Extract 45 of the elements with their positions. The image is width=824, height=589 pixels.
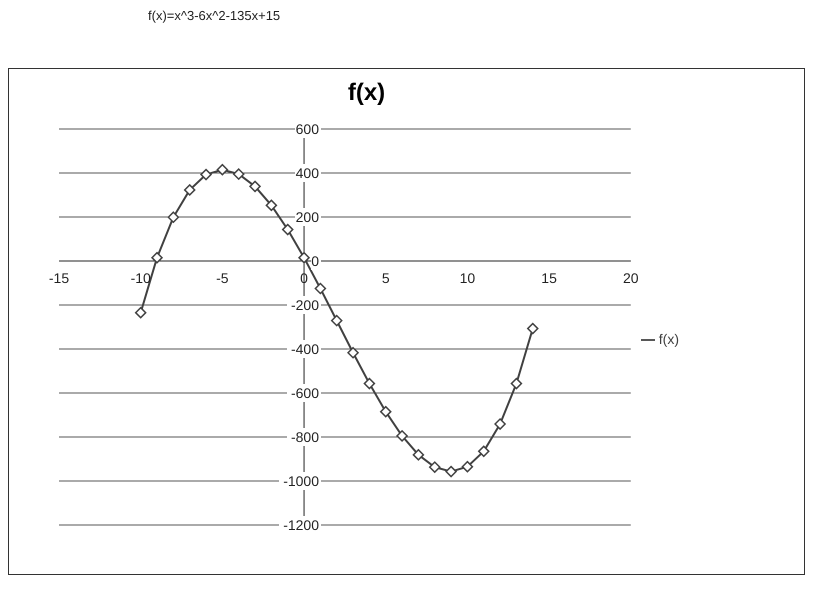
point bbox=[168, 211, 180, 223]
point bbox=[527, 322, 539, 334]
point bbox=[412, 449, 424, 461]
point bbox=[184, 184, 196, 196]
x-tick-label: -5 bbox=[216, 270, 229, 286]
point bbox=[445, 466, 457, 478]
point bbox=[134, 306, 146, 318]
point bbox=[200, 168, 212, 180]
text: f(x)=x^3-6x^2-135x+15 bbox=[148, 8, 282, 25]
x-tick-label: 5 bbox=[382, 270, 390, 286]
y-tick-label: -400 bbox=[290, 341, 320, 357]
point bbox=[330, 314, 342, 326]
point bbox=[347, 346, 359, 358]
y-tick-label: 400 bbox=[296, 165, 320, 181]
y-tick-label: 0 bbox=[311, 253, 320, 269]
y-tick-label: -200 bbox=[290, 297, 320, 313]
x-tick-label: -15 bbox=[48, 270, 70, 286]
y-tick-label: -600 bbox=[290, 385, 320, 401]
legend-label: f(x) bbox=[658, 330, 679, 347]
x-tick-label: 10 bbox=[460, 270, 476, 286]
point bbox=[462, 460, 474, 472]
chart-title: f(x) bbox=[346, 79, 386, 108]
point bbox=[478, 446, 490, 458]
x-tick-label: 15 bbox=[541, 270, 558, 286]
point bbox=[380, 406, 392, 418]
point bbox=[298, 252, 310, 264]
point bbox=[266, 200, 278, 212]
y-tick-label: -1000 bbox=[283, 473, 320, 489]
point bbox=[494, 418, 506, 430]
point bbox=[216, 164, 228, 176]
y-tick-label: -800 bbox=[290, 429, 320, 445]
y-tick-label: -1200 bbox=[283, 517, 320, 533]
point bbox=[249, 180, 261, 192]
x-tick-label: 20 bbox=[622, 270, 639, 286]
y-tick-label: 200 bbox=[296, 209, 320, 225]
point bbox=[364, 378, 376, 390]
point bbox=[314, 282, 326, 294]
point bbox=[510, 378, 522, 390]
x-tick-label: -10 bbox=[130, 270, 152, 286]
point bbox=[232, 168, 244, 180]
point bbox=[396, 430, 408, 442]
point bbox=[282, 224, 294, 236]
point bbox=[151, 252, 163, 264]
y-tick-label: 600 bbox=[296, 121, 320, 137]
point bbox=[428, 461, 440, 473]
